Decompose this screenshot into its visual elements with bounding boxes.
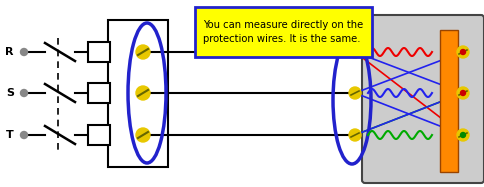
Circle shape: [349, 87, 361, 99]
Bar: [88, 42, 110, 62]
Bar: [108, 20, 168, 167]
Text: You can measure directly on the
protection wires. It is the same.: You can measure directly on the protecti…: [203, 20, 363, 44]
Circle shape: [460, 133, 466, 137]
Bar: [88, 125, 110, 145]
Circle shape: [20, 131, 28, 139]
Circle shape: [136, 45, 150, 59]
Text: T: T: [6, 130, 14, 140]
Circle shape: [20, 48, 28, 56]
Circle shape: [460, 91, 466, 96]
Bar: [88, 83, 110, 103]
Circle shape: [457, 46, 469, 58]
Circle shape: [349, 46, 361, 58]
Circle shape: [457, 129, 469, 141]
Circle shape: [457, 87, 469, 99]
Circle shape: [20, 90, 28, 96]
FancyBboxPatch shape: [362, 15, 484, 183]
Text: S: S: [6, 88, 14, 98]
Circle shape: [136, 86, 150, 100]
Text: R: R: [5, 47, 14, 57]
Bar: [440, 30, 458, 172]
Circle shape: [136, 128, 150, 142]
Circle shape: [349, 129, 361, 141]
Circle shape: [460, 50, 466, 54]
FancyBboxPatch shape: [195, 7, 372, 57]
